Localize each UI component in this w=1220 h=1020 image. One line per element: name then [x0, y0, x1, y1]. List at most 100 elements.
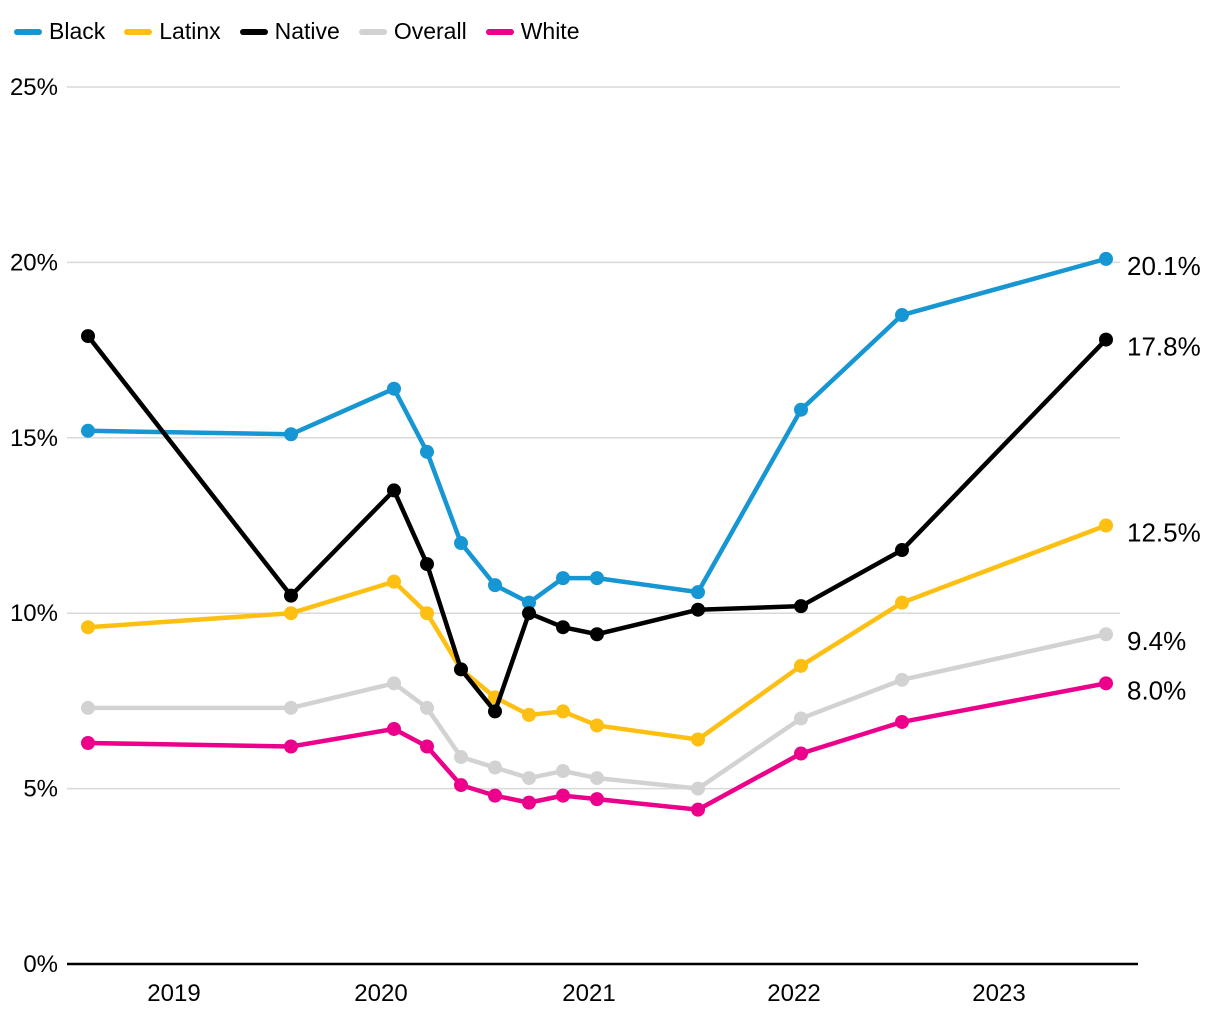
series-point-overall-7: [556, 764, 570, 779]
legend-swatch-overall-icon: [358, 28, 387, 35]
x-tick-label-2020: 2020: [354, 980, 407, 1007]
series-point-overall-5: [488, 760, 502, 775]
series-point-black-2: [387, 381, 401, 396]
series-point-native-8: [590, 627, 604, 642]
series-point-white-3: [420, 739, 434, 754]
series-point-overall-0: [81, 700, 95, 715]
end-label-native: 17.8%: [1127, 332, 1201, 362]
series-point-latinx-11: [895, 595, 909, 610]
series-point-overall-8: [590, 771, 604, 786]
series-point-black-3: [420, 444, 434, 459]
series-point-overall-2: [387, 676, 401, 691]
series-point-native-9: [691, 602, 705, 617]
legend-item-latinx: Latinx: [124, 18, 221, 44]
x-tick-label-2021: 2021: [562, 980, 615, 1007]
y-tick-label-10%: 10%: [10, 600, 58, 627]
series-point-overall-9: [691, 781, 705, 796]
series-point-native-11: [895, 543, 909, 558]
series-point-native-0: [81, 329, 95, 344]
series-point-white-10: [794, 746, 808, 761]
series-point-overall-12: [1099, 627, 1113, 642]
series-point-native-6: [522, 606, 536, 621]
series-point-white-12: [1099, 676, 1113, 691]
y-tick-label-20%: 20%: [10, 249, 58, 276]
series-point-black-7: [556, 571, 570, 586]
series-point-black-9: [691, 585, 705, 600]
series-point-black-6: [522, 595, 536, 610]
legend-label-native: Native: [274, 18, 340, 44]
legend-swatch-native-icon: [239, 28, 268, 35]
series-point-white-6: [522, 795, 536, 810]
series-point-black-5: [488, 578, 502, 593]
series-point-black-8: [590, 571, 604, 586]
series-point-overall-1: [284, 700, 298, 715]
series-point-white-11: [895, 714, 909, 729]
series-point-latinx-6: [522, 707, 536, 722]
series-point-native-2: [387, 483, 401, 498]
series-point-black-10: [794, 402, 808, 417]
end-label-white: 8.0%: [1127, 675, 1186, 705]
series-line-native: [85, 333, 1109, 714]
legend-label-overall: Overall: [393, 18, 467, 44]
series-point-native-3: [420, 557, 434, 572]
legend-swatch-black-icon: [14, 28, 42, 35]
series-point-native-1: [284, 588, 298, 603]
series-line-white: [85, 681, 1109, 812]
legend-item-overall: Overall: [358, 18, 467, 44]
series-point-white-1: [284, 739, 298, 754]
series-point-white-7: [556, 788, 570, 803]
series-point-native-12: [1099, 332, 1113, 347]
series-point-white-8: [590, 792, 604, 807]
y-tick-label-5%: 5%: [23, 776, 58, 803]
y-tick-label-25%: 25%: [10, 74, 58, 101]
series-point-latinx-3: [420, 606, 434, 621]
legend-item-native: Native: [239, 18, 340, 44]
series-point-latinx-8: [590, 718, 604, 733]
series-point-latinx-12: [1099, 518, 1113, 533]
series-point-native-7: [556, 620, 570, 635]
series-point-latinx-7: [556, 704, 570, 719]
series-point-latinx-2: [387, 574, 401, 589]
series-point-white-2: [387, 721, 401, 736]
series-point-white-9: [691, 802, 705, 817]
legend-swatch-white-icon: [485, 28, 514, 35]
series-point-overall-6: [522, 771, 536, 786]
series-point-white-0: [81, 735, 95, 750]
series-point-latinx-9: [691, 732, 705, 747]
legend-label-latinx: Latinx: [159, 18, 221, 44]
series-point-latinx-10: [794, 658, 808, 673]
series-point-latinx-0: [81, 620, 95, 635]
series-point-overall-3: [420, 700, 434, 715]
series-point-native-10: [794, 599, 808, 614]
end-label-overall: 9.4%: [1127, 626, 1186, 656]
series-point-latinx-1: [284, 606, 298, 621]
series-point-native-5: [488, 704, 502, 719]
series-point-native-4: [454, 662, 468, 677]
series-point-overall-11: [895, 672, 909, 687]
series-point-overall-10: [794, 711, 808, 726]
chart-legend: Black Latinx Native Overall White: [14, 19, 579, 44]
y-tick-label-15%: 15%: [10, 425, 58, 452]
end-label-latinx: 12.5%: [1127, 518, 1201, 548]
end-label-black: 20.1%: [1127, 251, 1201, 281]
legend-swatch-latinx-icon: [124, 28, 153, 35]
series-point-black-1: [284, 427, 298, 442]
x-tick-label-2023: 2023: [972, 980, 1025, 1007]
x-tick-label-2022: 2022: [767, 980, 820, 1007]
series-point-white-5: [488, 788, 502, 803]
y-tick-label-0%: 0%: [23, 951, 58, 978]
series-point-black-11: [895, 308, 909, 323]
series-point-black-12: [1099, 251, 1113, 266]
series-point-black-0: [81, 423, 95, 438]
legend-label-black: Black: [49, 18, 106, 44]
series-point-black-4: [454, 536, 468, 551]
legend-item-black: Black: [14, 19, 105, 44]
series-point-white-4: [454, 778, 468, 793]
legend-label-white: White: [520, 18, 580, 44]
series-line-black: [85, 256, 1109, 605]
x-tick-label-2019: 2019: [147, 980, 200, 1007]
legend-item-white: White: [485, 18, 580, 44]
series-point-overall-4: [454, 750, 468, 765]
